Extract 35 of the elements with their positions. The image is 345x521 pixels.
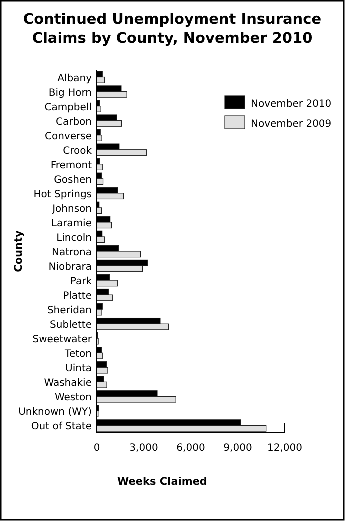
y-tick-label: Unknown (WY) [18,407,92,418]
chart-title: Continued Unemployment Insurance Claims by County, November 2010 [23,12,322,47]
y-tick-label: Goshen [54,174,92,186]
y-tick-label: Sublette [50,320,92,332]
x-tick-label: 6,000 [176,443,206,454]
y-tick-label: Platte [63,291,92,302]
y-tick-label: Washakie [44,378,92,390]
y-tick-label: Teton [64,349,92,360]
y-axis-title: County [13,230,25,272]
y-tick-label: Natrona [52,248,92,258]
y-tick-label: Sheridan [47,306,92,317]
x-axis-title: Weeks Claimed [118,476,208,488]
y-tick-label: Fremont [50,160,92,172]
y-tick-label: Uinta [66,364,92,375]
y-tick-label: Campbell [44,102,92,114]
y-tick-label: Crook [63,146,92,157]
y-tick-label: Johnson [52,204,92,215]
x-tick-label: 12,000 [268,443,302,454]
y-tick-label: Albany [58,73,92,84]
y-tick-label: Converse [45,131,92,142]
x-tick-label: 9,000 [224,443,252,454]
y-tick-label: Sweetwater [32,334,93,346]
y-tick-label: Big Horn [48,88,92,99]
y-tick-label: Lincoln [56,232,92,244]
x-tick-label: 3,000 [130,443,158,454]
y-tick-label: Carbon [56,116,92,128]
y-tick-label: Park [70,276,92,288]
y-tick-label: Laramie [51,218,92,230]
legend-label: November 2009 [251,119,332,130]
y-tick-label: Hot Springs [34,189,92,200]
y-tick-label: Out of State [31,422,92,433]
y-tick-label: Niobrara [48,262,92,274]
legend-label: November 2010 [251,99,332,110]
x-tick-label: 0 [94,443,100,454]
y-tick-label: Weston [54,392,92,404]
